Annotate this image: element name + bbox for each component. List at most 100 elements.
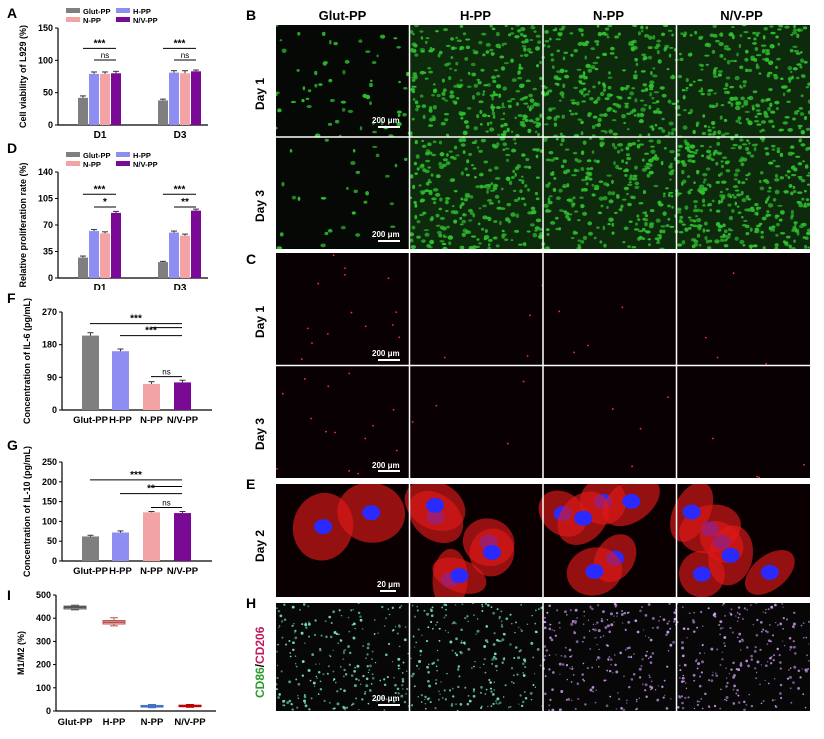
macrophage [800, 624, 803, 627]
cell [483, 84, 489, 87]
cell [453, 84, 459, 88]
cell [702, 114, 706, 118]
macrophage [606, 619, 609, 621]
cell [710, 120, 716, 126]
macrophage [556, 609, 559, 612]
bar-h-pp [112, 351, 129, 410]
bar-n-pp [143, 383, 160, 410]
macrophage [791, 625, 795, 628]
macrophage [789, 667, 792, 669]
cell [723, 90, 729, 94]
cell [755, 211, 759, 216]
cell [428, 191, 433, 196]
macrophage [526, 623, 529, 626]
cell [687, 226, 692, 230]
bar-n-pp-d3 [180, 73, 190, 125]
macrophage [699, 700, 701, 703]
cell [415, 154, 420, 159]
macrophage [548, 704, 551, 707]
cell [731, 208, 735, 213]
cell [453, 190, 458, 193]
cell [453, 219, 458, 224]
cell [527, 105, 530, 109]
micrograph-tile [275, 602, 410, 711]
cell [641, 237, 646, 241]
macrophage [729, 613, 733, 616]
cell [462, 213, 466, 216]
cell [790, 191, 794, 196]
cell [478, 207, 482, 210]
cell [297, 31, 301, 36]
cell [423, 229, 430, 232]
cell [685, 77, 689, 83]
panel-label-c: C [246, 251, 257, 267]
macrophage [415, 664, 419, 668]
microscopy-image [276, 476, 810, 611]
macrophage [293, 623, 295, 625]
macrophage [490, 606, 493, 609]
macrophage [662, 696, 665, 699]
macrophage [304, 623, 308, 627]
macrophage [620, 609, 624, 613]
cell [737, 211, 742, 214]
cell [554, 216, 559, 220]
macrophage [530, 698, 533, 701]
cell [741, 105, 745, 108]
macrophage [327, 665, 330, 668]
tile-bg [543, 253, 677, 366]
macrophage [756, 660, 760, 664]
macrophage [593, 628, 597, 632]
macrophage [739, 663, 743, 667]
cell [800, 178, 806, 183]
cell [724, 82, 729, 88]
legend-label: N-PP [83, 160, 101, 169]
macrophage [520, 704, 524, 708]
cell [745, 232, 750, 236]
cell [807, 172, 811, 175]
macrophage [451, 649, 454, 652]
cell [439, 216, 445, 221]
cell [489, 23, 493, 28]
cell [723, 244, 729, 248]
cell [778, 128, 783, 132]
macrophage [437, 698, 440, 701]
cell [432, 140, 437, 144]
macrophage [307, 605, 310, 608]
cell [503, 62, 510, 65]
cell [747, 172, 751, 176]
cell [732, 185, 739, 189]
cell [412, 184, 416, 190]
cell [471, 72, 477, 77]
cell [538, 227, 543, 231]
macrophage [358, 679, 360, 681]
macrophage [636, 630, 640, 634]
cell [570, 236, 575, 240]
cell [412, 33, 415, 36]
cell [648, 170, 654, 175]
cell [653, 184, 659, 188]
cell [581, 32, 584, 37]
macrophage [304, 642, 306, 644]
cell [491, 75, 497, 80]
macrophage [548, 654, 551, 656]
cell [693, 239, 699, 243]
cell [341, 107, 346, 112]
cell [723, 45, 729, 48]
cell [689, 218, 694, 222]
cell [720, 195, 726, 200]
cell [740, 86, 743, 89]
cell [608, 217, 614, 222]
macrophage [461, 639, 463, 642]
macrophage [348, 630, 351, 633]
cell [654, 123, 658, 127]
macrophage [736, 636, 739, 639]
macrophage [582, 678, 585, 681]
cell [695, 215, 698, 218]
macrophage [789, 649, 791, 651]
y-tick-label: 150 [38, 23, 53, 33]
macrophage [489, 687, 493, 690]
macrophage [681, 606, 684, 609]
macrophage [383, 625, 386, 627]
cell [435, 224, 441, 227]
cell [763, 27, 768, 31]
